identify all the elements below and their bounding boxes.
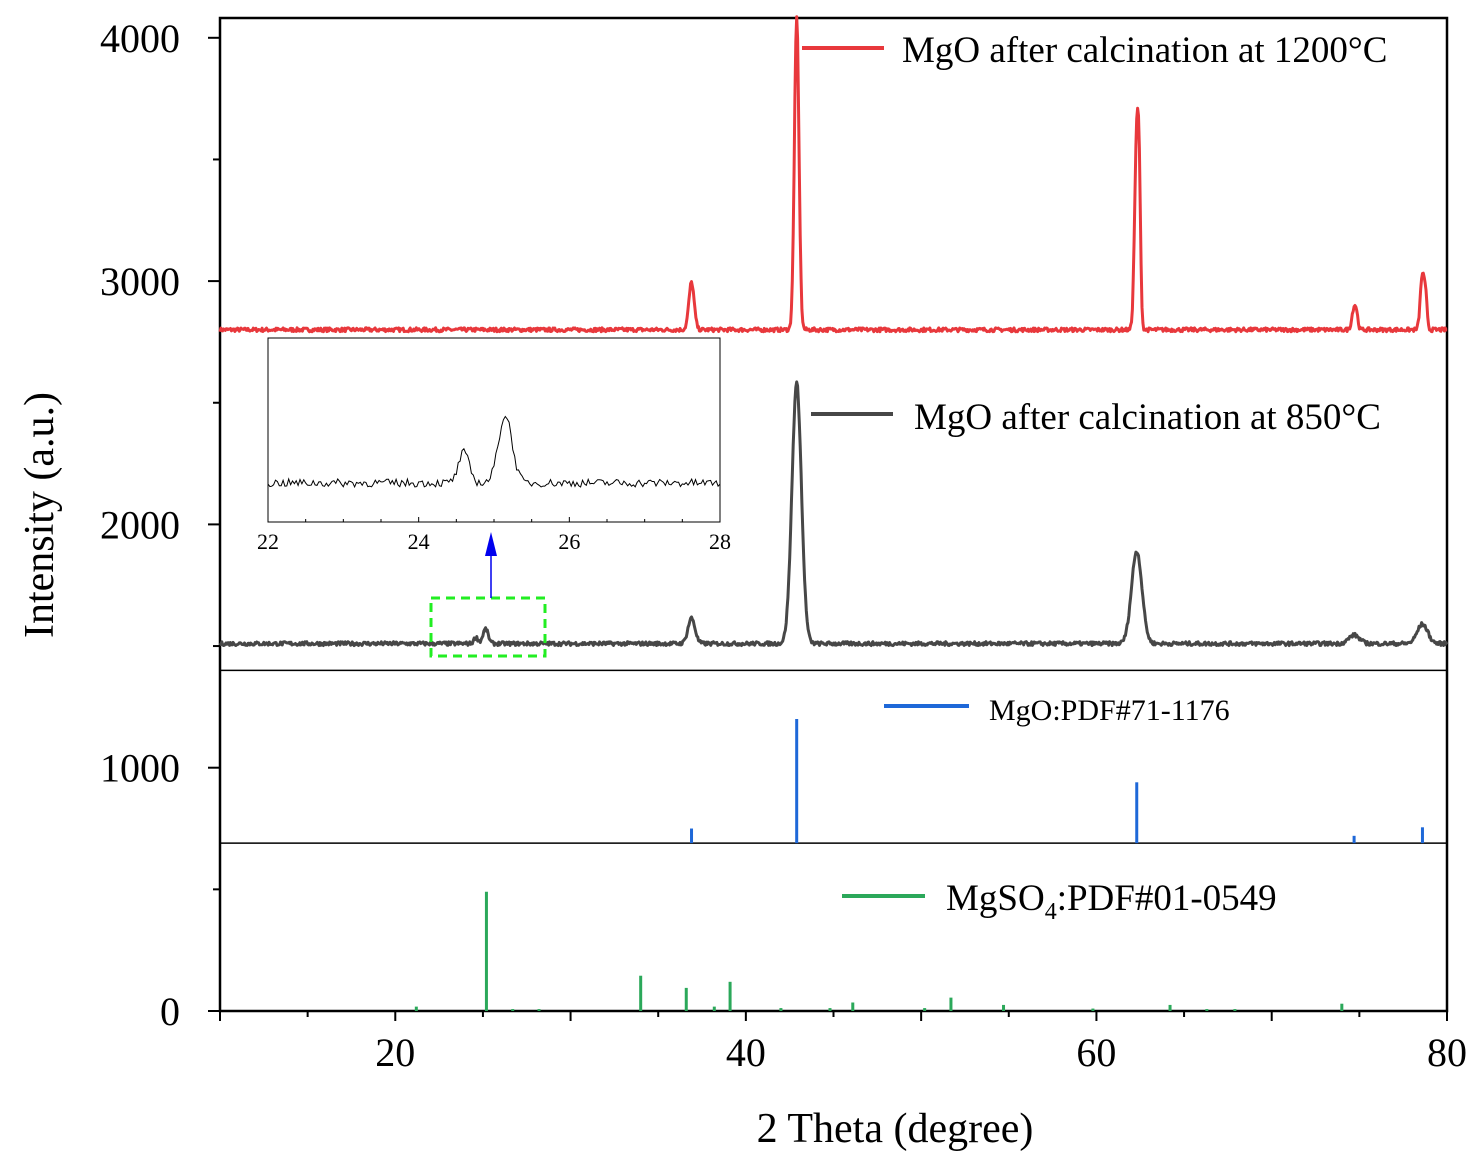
inset-x-tick-label: 26	[558, 529, 580, 554]
x-axis-title: 2 Theta (degree)	[757, 1106, 1034, 1152]
inset-x-tick-label: 24	[408, 529, 430, 554]
inset-x-tick-label: 22	[257, 529, 279, 554]
inset-x-tick-label: 28	[709, 529, 731, 554]
x-tick-label: 40	[726, 1030, 766, 1075]
series-line-1	[218, 380, 1449, 648]
x-tick-label: 60	[1076, 1030, 1116, 1075]
legend-label-mgso4-pdf: MgSO4:PDF#01-0549	[946, 878, 1277, 925]
y-axis-title: Intensity (a.u.)	[17, 392, 63, 638]
x-tick-label: 80	[1427, 1030, 1467, 1075]
y-tick-label: 4000	[100, 16, 180, 61]
y-tick-label: 1000	[100, 746, 180, 791]
legend-label-1200: MgO after calcination at 1200°C	[902, 30, 1387, 71]
y-tick-label: 3000	[100, 259, 180, 304]
inset-frame	[267, 337, 721, 523]
legend-label-mgo-pdf: MgO:PDF#71-1176	[989, 694, 1230, 727]
x-tick-label: 20	[375, 1030, 415, 1075]
inset-line	[267, 415, 721, 489]
y-tick-label: 2000	[100, 502, 180, 547]
y-tick-label: 0	[160, 989, 180, 1034]
legend-label-850: MgO after calcination at 850°C	[914, 397, 1381, 438]
series-line-0	[218, 15, 1448, 334]
highlight-box	[429, 596, 547, 658]
highlight-arrow-head	[485, 532, 497, 556]
